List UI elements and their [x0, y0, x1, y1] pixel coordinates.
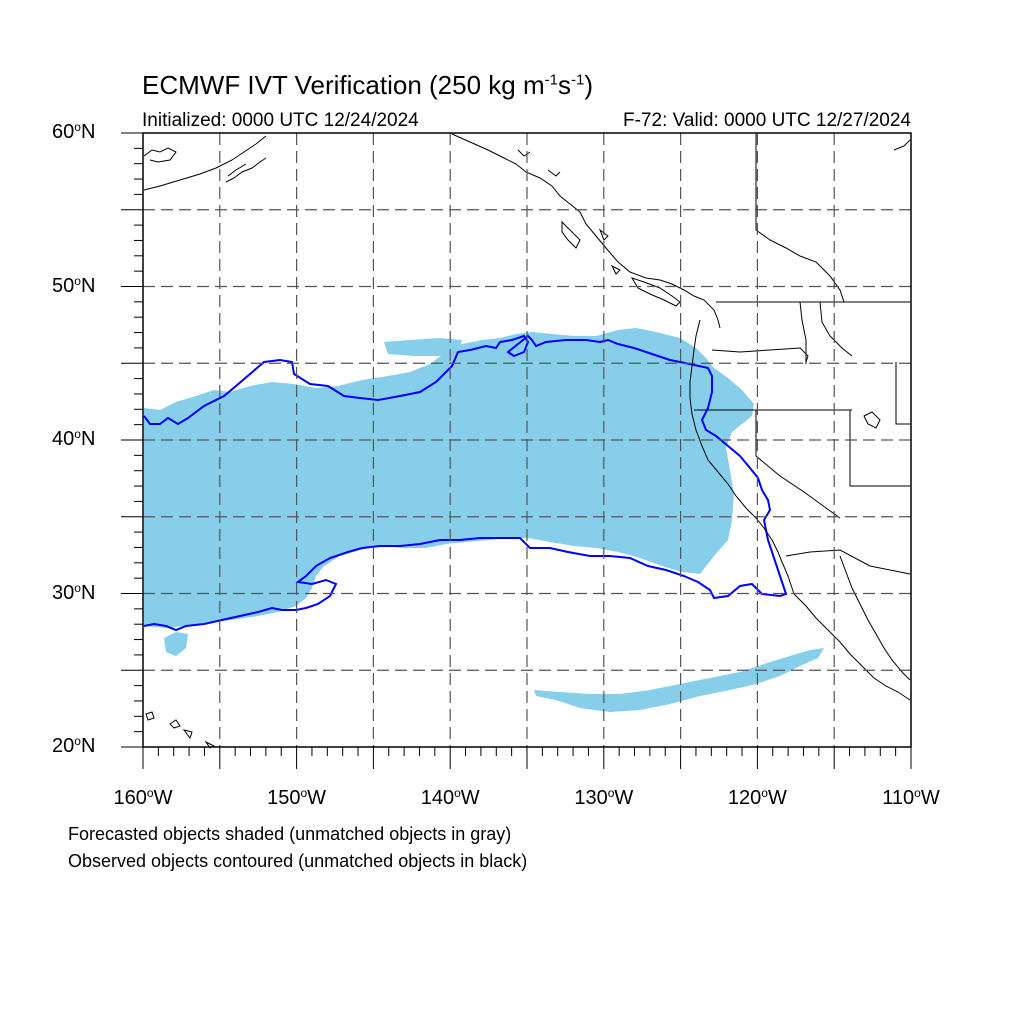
map-frame	[121, 132, 912, 769]
border-utah-nevada	[849, 362, 910, 487]
latitude-label: 20oN	[52, 734, 96, 757]
coastlines	[143, 133, 911, 749]
coastline-us-west	[689, 319, 795, 595]
title-exp1: -1	[544, 71, 558, 89]
longitude-label: 140oW	[420, 786, 480, 809]
lake-great-salt	[863, 411, 881, 429]
forecast-object-north-lobe	[384, 338, 462, 356]
valid-time: F-72: Valid: 0000 UTC 12/27/2024	[623, 110, 911, 131]
border-us-mexico	[785, 549, 911, 575]
longitude-label: 150oW	[267, 786, 327, 809]
latitude-label: 50oN	[52, 273, 96, 297]
title-mid: s	[557, 70, 571, 100]
forecast-objects	[144, 328, 824, 712]
initialized-time: Initialized: 0000 UTC 12/24/2024	[142, 110, 419, 131]
map-title: ECMWF IVT Verification (250 kg m-1s-1)	[142, 70, 593, 101]
longitude-label: 110oW	[882, 786, 940, 809]
latitude-label: 40oN	[52, 427, 96, 450]
coastline-hawaii	[145, 711, 216, 749]
gridlines	[143, 133, 911, 747]
title-exp2: -1	[570, 71, 585, 89]
legend-forecast-note: Forecasted objects shaded (unmatched obj…	[68, 824, 512, 844]
title-end: )	[584, 70, 593, 100]
border-canada-bc	[755, 134, 845, 303]
coastline-alaska-southwest	[143, 135, 267, 191]
coastline-gulf-of-california	[839, 555, 911, 681]
longitude-label: 120oW	[727, 786, 787, 809]
coastline-baja	[793, 593, 911, 701]
border-california-nevada	[755, 410, 841, 519]
latitude-label: 30oN	[52, 580, 96, 604]
forecast-object-west-tail	[164, 632, 188, 656]
title-main: ECMWF IVT Verification (250 kg m	[142, 70, 545, 100]
legend-observed-note: Observed objects contoured (unmatched ob…	[68, 851, 528, 871]
observed-objects	[143, 334, 788, 632]
forecast-object-south	[534, 648, 824, 712]
longitude-label: 160oW	[113, 786, 173, 809]
forecast-object-main	[144, 328, 754, 628]
latitude-label: 60oN	[52, 120, 96, 143]
coastline-northeast-corner	[893, 139, 911, 151]
coastline-alaska-peninsula	[225, 157, 267, 183]
coastline-alaska-islands	[517, 149, 681, 307]
observed-object-contour	[143, 334, 788, 632]
coastline-alaska-gulf	[451, 133, 721, 329]
longitude-label: 130oW	[574, 786, 634, 809]
border-idaho	[799, 301, 853, 364]
border-washington-oregon	[711, 347, 809, 363]
